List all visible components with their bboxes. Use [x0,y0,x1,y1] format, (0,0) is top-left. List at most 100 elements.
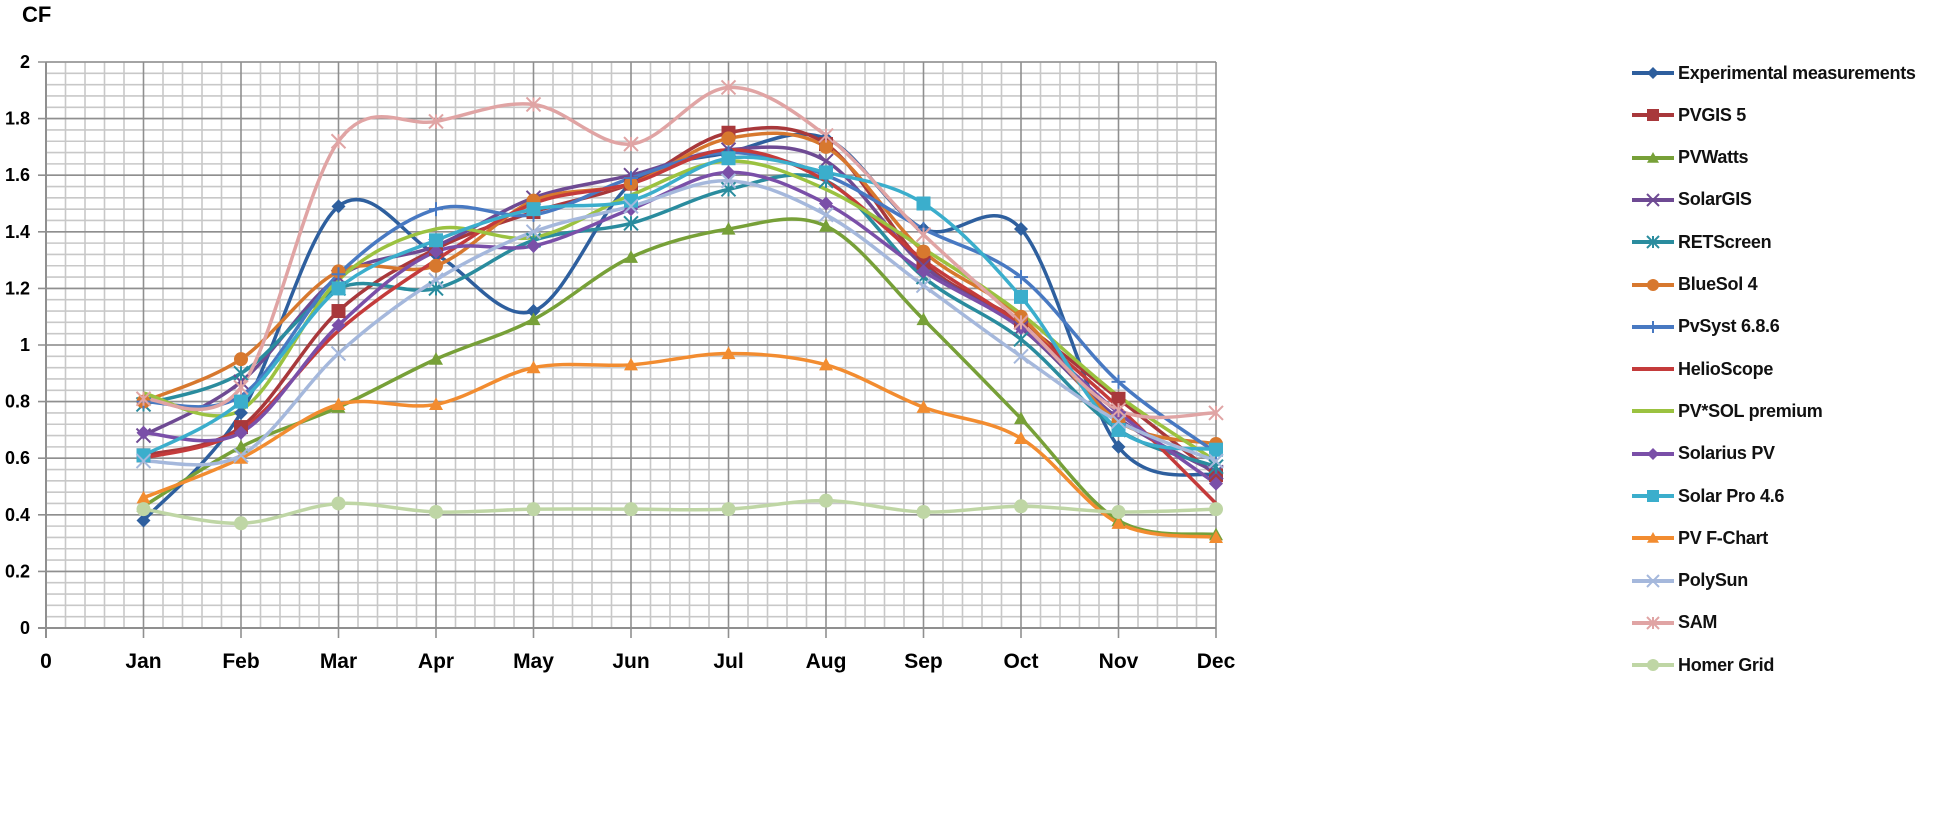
square-marker-icon [916,255,931,270]
triangle-marker-icon [1014,411,1028,425]
x-marker-icon [233,447,249,464]
series-markers-homer-grid [136,493,1223,531]
series-line-pv-f-chart [142,351,1217,540]
star-marker-icon [233,379,249,396]
x-tick-label: Aug [806,650,847,673]
triangle-marker-icon [1111,516,1126,529]
plus-marker-icon [1014,270,1028,285]
legend-label: Experimental measurements [1678,62,1916,83]
legend-swatch-icon [1632,490,1674,502]
triangle-marker-icon [1209,530,1223,544]
legend-swatch-icon [1632,409,1674,414]
series-line-bluesol-4 [142,131,1217,446]
legend-label: Homer Grid [1678,654,1775,675]
triangle-marker-icon [526,360,541,374]
x-marker-icon [1013,348,1029,365]
star-marker-icon [1110,402,1127,418]
star-marker-icon [818,127,834,144]
legend-item-solar-pro-4-6: Solar Pro 4.6 [1630,481,1784,511]
triangle-marker-icon [916,312,931,326]
x-marker-icon [1646,193,1660,207]
series-markers-pv-f-chart [136,346,1223,544]
x-tick-label: Oct [1003,650,1038,673]
triangle-marker-icon [721,221,736,235]
triangle-marker-icon [916,400,931,413]
x-tick-label: Apr [418,650,454,673]
star-marker-icon [623,215,639,232]
triangle-marker-icon [721,346,736,360]
legend-label: PV*SOL premium [1678,400,1823,421]
series-markers-solar-pro-4-6 [136,151,1223,463]
x-tick-label: Jan [125,650,161,673]
triangle-marker-icon [1647,151,1659,163]
series-line-pv-sol-premium [143,159,1217,463]
y-tick-label: 0.2 [5,561,30,581]
diamond-marker-icon [234,405,248,420]
plus-marker-icon [331,267,346,282]
star-marker-icon [135,391,152,407]
legend-label: HelioScope [1678,358,1774,379]
series-markers [135,79,1224,544]
legend-item-helioscope: HelioScope [1630,354,1773,384]
circle-marker-icon [234,516,248,531]
series-markers-polysun [135,173,1224,469]
circle-marker-icon [331,496,346,511]
circle-marker-icon [1647,659,1659,672]
x-tick-label: Dec [1197,650,1236,673]
x-tick-labels: 0 Jan Feb Mar Apr May Jun Jul Aug Sep Oct Nov Dec [40,650,1235,673]
square-marker-icon [1111,391,1126,406]
series-line-homer-grid [143,498,1217,526]
legend-swatch-icon [1632,235,1674,249]
legend-label: BlueSol 4 [1678,274,1758,294]
legend-label: PVGIS 5 [1678,104,1746,125]
legend-item-retscreen: RETScreen [1630,227,1772,257]
y-tick-labels: 0 0.2 0.4 0.6 0.8 1 1.2 1.4 1.6 1.8 2 [5,52,30,638]
square-marker-icon [721,151,736,166]
diamond-marker-icon [1647,67,1659,79]
triangle-marker-icon [331,397,346,411]
circle-marker-icon [721,131,736,146]
legend-item-sam: SAM [1630,608,1717,638]
legend-item-pvsyst-6-8-6: PvSyst 6.8.6 [1630,312,1780,342]
x-tick-label: Jul [713,650,743,673]
x-marker-icon [1110,413,1127,430]
triangle-marker-icon [429,397,443,411]
legend-swatch-icon [1632,278,1674,291]
legend-swatch-icon [1632,151,1674,163]
legend-item-pvwatts: PVWatts [1630,143,1749,173]
x-tick-label: 0 [40,650,52,673]
x-marker-icon [623,198,639,215]
diamond-marker-icon [721,165,736,180]
y-tick-label: 0.8 [5,392,30,412]
series-line-solarius-pv [143,170,1218,486]
legend-label: SAM [1678,612,1718,633]
diamond-marker-icon [819,196,833,211]
x-marker-icon [428,272,444,288]
x-tick-label: Mar [320,650,357,673]
legend-swatch-icon [1632,447,1674,460]
legend-item-pv-f-chart: PV F-Chart [1630,523,1768,553]
triangle-marker-icon [1647,532,1659,544]
diamond-marker-icon [1209,476,1223,491]
plus-marker-icon [429,202,443,217]
legend-swatch-icon [1632,193,1674,207]
circle-marker-icon [429,258,443,273]
plus-marker-icon [1111,374,1126,389]
x-marker-icon [915,277,932,294]
x-marker-icon [330,345,347,362]
star-marker-icon [623,136,639,152]
triangle-marker-icon [624,250,638,263]
y-tick-label: 0 [20,618,30,638]
star-marker-icon [330,133,347,149]
legend-swatch-icon [1632,573,1674,588]
plus-marker-icon [624,171,638,186]
x-tick-label: Sep [904,650,943,673]
square-marker-icon [429,233,443,248]
legend-label: RETScreen [1678,231,1772,252]
circle-marker-icon [526,502,541,517]
star-marker-icon [1646,235,1660,249]
triangle-marker-icon [429,352,443,365]
star-marker-icon [525,96,542,113]
y-tick-label: 0.4 [5,505,30,525]
